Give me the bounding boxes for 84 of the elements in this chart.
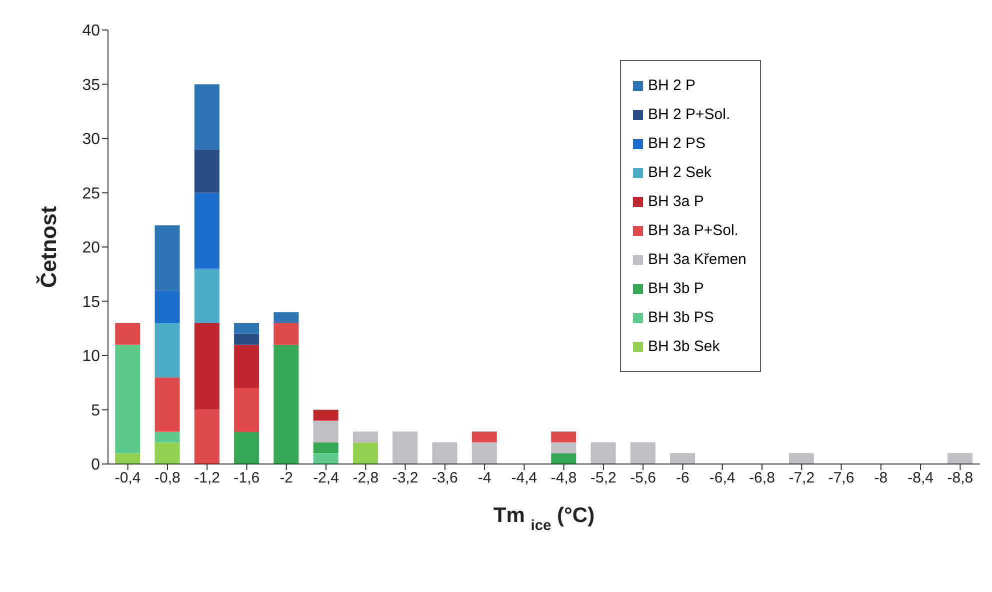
x-tick-label: -4,4	[511, 470, 538, 487]
bar	[432, 442, 458, 464]
bar	[313, 420, 338, 442]
bar	[154, 377, 180, 432]
y-tick-label: 15	[82, 294, 100, 311]
x-tick-label: -3,6	[432, 470, 458, 487]
bar	[472, 442, 497, 464]
legend-label: BH 2 PS	[648, 135, 706, 152]
bar	[154, 431, 180, 442]
y-tick-label: 25	[82, 185, 100, 202]
legend-label: BH 3b P	[648, 280, 704, 297]
bar	[670, 453, 696, 464]
bar	[313, 453, 338, 464]
x-tick-label: -2,4	[313, 470, 339, 487]
y-tick-label: 35	[82, 76, 100, 94]
bar	[234, 334, 260, 345]
bar	[948, 453, 972, 464]
x-tick-label: -7,6	[828, 470, 854, 487]
bar	[154, 225, 180, 290]
x-tick-label: -8,4	[908, 470, 934, 487]
x-tick-label: -2	[280, 470, 294, 487]
bar	[551, 431, 576, 442]
bar	[551, 442, 576, 454]
x-tick-label: -5,2	[590, 470, 616, 487]
bar	[234, 322, 260, 334]
x-tick-label: -7,2	[788, 470, 815, 487]
bar	[234, 431, 260, 464]
x-tick-label: -3,2	[392, 470, 418, 487]
x-tick-label: -0,8	[154, 470, 180, 487]
legend-label: BH 3b PS	[648, 309, 714, 326]
bar	[115, 453, 140, 464]
bar	[115, 344, 140, 454]
x-tick-label: -1,2	[194, 470, 220, 487]
x-tick-label: -1,6	[234, 470, 260, 487]
bar	[551, 453, 576, 464]
bar	[630, 442, 656, 464]
y-tick-label: 40	[82, 22, 100, 40]
legend-label: BH 3a P+Sol.	[648, 222, 738, 239]
bar	[194, 149, 220, 193]
bar	[352, 442, 378, 464]
x-tick-label: -4,8	[550, 470, 577, 487]
bar	[313, 442, 338, 454]
y-tick-label: 0	[91, 456, 100, 474]
legend-label: BH 3a P	[648, 193, 704, 210]
x-tick-label: -2,8	[352, 470, 379, 487]
x-tick-label: -4	[478, 470, 492, 487]
bar	[472, 431, 497, 442]
y-tick-label: 20	[82, 240, 100, 257]
bar	[788, 453, 814, 464]
bar	[590, 442, 616, 464]
bar	[154, 442, 180, 464]
y-axis-title: Četnost	[36, 205, 61, 288]
legend-label: BH 3b Sek	[648, 338, 720, 355]
y-tick-label: 10	[82, 348, 100, 366]
bar	[313, 410, 338, 421]
bar	[154, 290, 180, 323]
bar	[274, 312, 299, 323]
legend-label: BH 3a Křemen	[648, 251, 746, 268]
x-tick-label: -0,4	[114, 470, 141, 487]
bar	[234, 388, 260, 432]
y-tick-label: 30	[82, 131, 100, 148]
bar	[115, 322, 140, 345]
x-tick-label: -5,6	[630, 470, 656, 487]
x-tick-label: -8,8	[947, 470, 974, 487]
legend-label: BH 2 P+Sol.	[648, 106, 730, 123]
bar	[392, 431, 418, 464]
bar	[274, 322, 299, 345]
bar	[194, 410, 220, 464]
bar	[194, 322, 220, 410]
bar	[274, 344, 299, 464]
bar	[194, 268, 220, 323]
bar	[352, 431, 378, 442]
bar	[234, 344, 260, 388]
bar	[194, 192, 220, 269]
bar	[194, 84, 220, 150]
bar	[154, 322, 180, 378]
x-tick-label: -6	[676, 470, 690, 487]
legend-label: BH 2 Sek	[648, 164, 712, 181]
x-tick-label: -8	[874, 470, 888, 487]
y-tick-label: 5	[91, 402, 100, 420]
x-tick-label: -6,4	[709, 470, 736, 487]
x-axis-title: Tm $_{ice}$ (°C)	[493, 504, 595, 534]
x-tick-label: -6,8	[749, 470, 775, 487]
legend-label: BH 2 P	[648, 77, 696, 94]
